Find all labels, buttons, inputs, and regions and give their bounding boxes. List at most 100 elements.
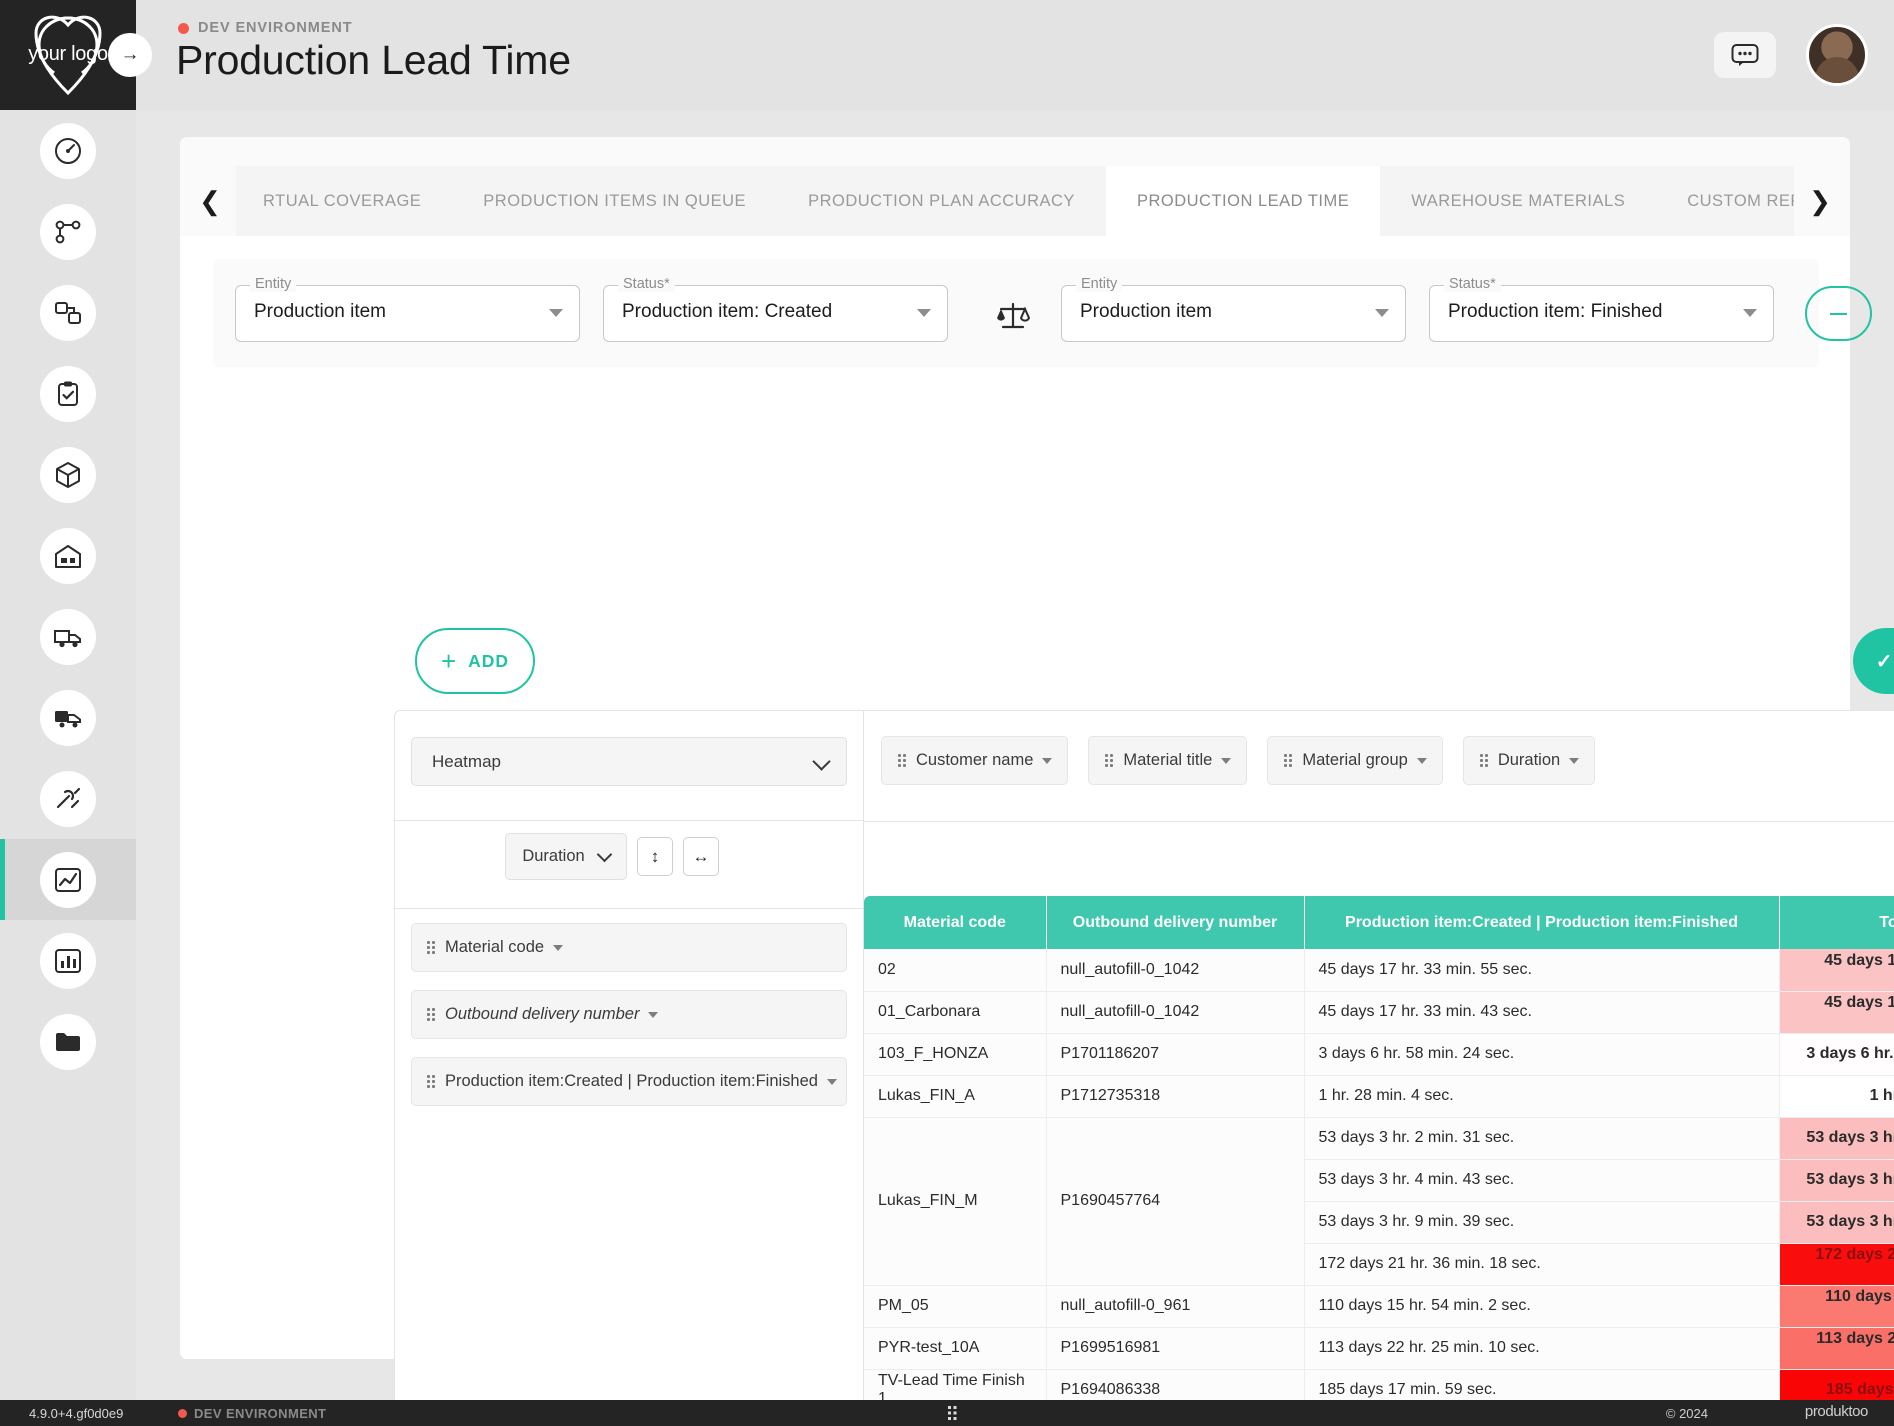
apply-button[interactable]: ✓ APPLY (1853, 628, 1894, 694)
available-field-customer-name[interactable]: Customer name (881, 736, 1069, 785)
sidebar-item-analytics[interactable] (0, 839, 136, 920)
row-field-created-finished[interactable]: Production item:Created | Production ite… (411, 1057, 847, 1106)
drag-handle-icon[interactable] (1478, 753, 1489, 768)
arrows-vertical-icon[interactable]: ↕ (637, 837, 673, 876)
status-dot-icon (178, 22, 189, 34)
arrow-right-icon[interactable]: → (108, 33, 152, 77)
cell-total-heatmap: 45 days 17 hr. 33 min. 43 sec. (1779, 991, 1894, 1034)
sidebar-item-logistics[interactable] (0, 596, 136, 677)
entity-select-1[interactable]: Entity Production item (235, 276, 580, 342)
chat-icon[interactable] (1714, 32, 1776, 78)
table-row: 02 null_autofill-0_1042 45 days 17 hr. 33 … (864, 949, 1894, 992)
drag-handle-icon[interactable] (1104, 753, 1115, 768)
column-header-totals[interactable]: Totals (1779, 896, 1894, 949)
gauge-icon (40, 122, 96, 179)
available-field-material-title[interactable]: Material title (1088, 736, 1248, 785)
status-select-2[interactable]: Status* Production item: Finished (1429, 276, 1774, 342)
sidebar-item-reports[interactable] (0, 920, 136, 1001)
footer-dev-label: DEV ENVIRONMENT (194, 1406, 327, 1421)
drag-handle-icon[interactable] (426, 1007, 436, 1022)
column-header-outbound-delivery[interactable]: Outbound delivery number (1046, 896, 1305, 949)
tab-virtual-coverage[interactable]: RTUAL COVERAGE (232, 166, 453, 236)
remove-filter-button[interactable] (1805, 286, 1872, 341)
cell-material-code: 01_Carbonara (864, 991, 1047, 1034)
cell-duration: 45 days 17 hr. 33 min. 43 sec. (1304, 991, 1780, 1034)
sidebar-item-tasks[interactable] (0, 353, 136, 434)
cell-duration: 45 days 17 hr. 33 min. 55 sec. (1304, 949, 1780, 992)
entity-select-2[interactable]: Entity Production item (1061, 276, 1406, 342)
avatar[interactable] (1806, 24, 1868, 86)
cell-duration: 53 days 3 hr. 4 min. 43 sec. (1304, 1159, 1780, 1202)
warehouse-icon (40, 527, 96, 584)
chevron-down-icon[interactable] (553, 944, 564, 951)
table-row: PYR-test_10A P1699516981 113 days 22 hr. 2… (864, 1327, 1894, 1370)
cell-material-code: PYR-test_10A (864, 1327, 1047, 1370)
cell-material-code: PM_05 (864, 1285, 1047, 1328)
row-field-outbound-delivery-number[interactable]: Outbound delivery number (411, 990, 847, 1039)
chevron-down-icon (812, 752, 831, 771)
sidebar-item-dashboard[interactable] (0, 110, 136, 191)
chevron-left-icon[interactable]: ❮ (184, 166, 236, 236)
delivery-icon (40, 689, 96, 746)
chevron-down-icon[interactable] (826, 1078, 837, 1085)
content-area: ❮ RTUAL COVERAGE PRODUCTION ITEMS IN QUE… (136, 110, 1894, 1426)
cell-total-heatmap: 3 days 6 hr. 58 min. 24 sec. (1779, 1033, 1894, 1076)
row-field-material-code[interactable]: Material code (411, 923, 847, 972)
chevron-right-icon[interactable]: ❯ (1794, 166, 1846, 236)
status-value-2: Production item: Finished (1448, 301, 1663, 322)
sidebar-item-machines[interactable] (0, 272, 136, 353)
drag-handle-icon[interactable] (426, 1074, 436, 1089)
column-header-material-code[interactable]: Material code (864, 896, 1047, 949)
cell-total-heatmap: 1 hr. 28 min. 4 sec. (1779, 1075, 1894, 1118)
cell-total-heatmap: 110 days 15 hr. 54 min. 2 sec. (1779, 1285, 1894, 1328)
tab-production-items-in-queue[interactable]: PRODUCTION ITEMS IN QUEUE (452, 166, 778, 236)
sidebar-item-shipping[interactable] (0, 677, 136, 758)
measure-controls: Duration ↕ ↔ (505, 833, 719, 880)
table-row: Lukas_FIN_M P1690457764 53 days 3 hr. 2 mi… (864, 1117, 1894, 1286)
builder-right-pane: Customer name Material title Material gr (864, 711, 1894, 1426)
measure-select[interactable]: Duration (505, 833, 627, 880)
chevron-down-icon[interactable] (1569, 757, 1580, 764)
scales-icon (995, 301, 1031, 331)
grid-icon[interactable] (947, 1405, 963, 1424)
visualization-select[interactable]: Heatmap (411, 737, 847, 786)
cell-duration: 113 days 22 hr. 25 min. 10 sec. (1304, 1327, 1780, 1370)
sidebar-item-warehouse[interactable] (0, 515, 136, 596)
result-table: Material code Outbound delivery number P… (864, 896, 1894, 1426)
add-filter-button[interactable]: + ADD (415, 628, 535, 694)
drag-handle-icon[interactable] (897, 753, 907, 768)
available-field-material-group[interactable]: Material group (1267, 736, 1443, 785)
logo-mark-icon: your logo (16, 9, 120, 101)
chevron-down-icon[interactable] (1042, 757, 1053, 764)
clipboard-check-icon (40, 365, 96, 422)
available-field-label: Material group (1302, 751, 1408, 769)
drag-handle-icon[interactable] (426, 940, 436, 955)
tab-warehouse-materials[interactable]: WAREHOUSE MATERIALS (1380, 166, 1657, 236)
tab-production-plan-accuracy[interactable]: PRODUCTION PLAN ACCURACY (777, 166, 1106, 236)
chevron-down-icon[interactable] (1221, 757, 1232, 764)
chevron-down-icon[interactable] (1416, 757, 1427, 764)
page-title: Production Lead Time (176, 37, 571, 83)
cell-outbound-delivery-number: P1690457764 (1046, 1117, 1305, 1286)
sidebar-item-files[interactable] (0, 1001, 136, 1082)
arrows-horizontal-icon[interactable]: ↔ (683, 837, 719, 876)
copyright: © 2024 (1665, 1406, 1708, 1421)
row-field-label: Production item:Created | Production ite… (445, 1072, 818, 1090)
check-icon: ✓ (1875, 650, 1894, 673)
drag-handle-icon[interactable] (1283, 753, 1294, 768)
report-panel: Entity Production item Status* Productio… (180, 236, 1894, 1426)
sidebar-item-workflow[interactable] (0, 191, 136, 272)
tab-production-lead-time[interactable]: PRODUCTION LEAD TIME (1105, 166, 1381, 236)
sidebar-item-maintenance[interactable] (0, 758, 136, 839)
row-field-label: Outbound delivery number (445, 1005, 640, 1023)
sidebar-item-products[interactable] (0, 434, 136, 515)
available-field-duration[interactable]: Duration (1462, 736, 1596, 785)
builder-left-pane: Heatmap Duration ↕ ↔ (395, 711, 864, 1426)
measure-value: Duration (522, 847, 585, 865)
brand-logo: produktoo (1804, 1403, 1869, 1420)
cell-outbound-delivery-number: null_autofill-0_1042 (1046, 991, 1305, 1034)
status-select-1[interactable]: Status* Production item: Created (603, 276, 948, 342)
column-header-created-finished[interactable]: Production item:Created | Production ite… (1304, 896, 1780, 949)
chevron-down-icon[interactable] (648, 1011, 659, 1018)
tab-custom-reports[interactable]: CUSTOM REPORTS (1656, 166, 1798, 236)
